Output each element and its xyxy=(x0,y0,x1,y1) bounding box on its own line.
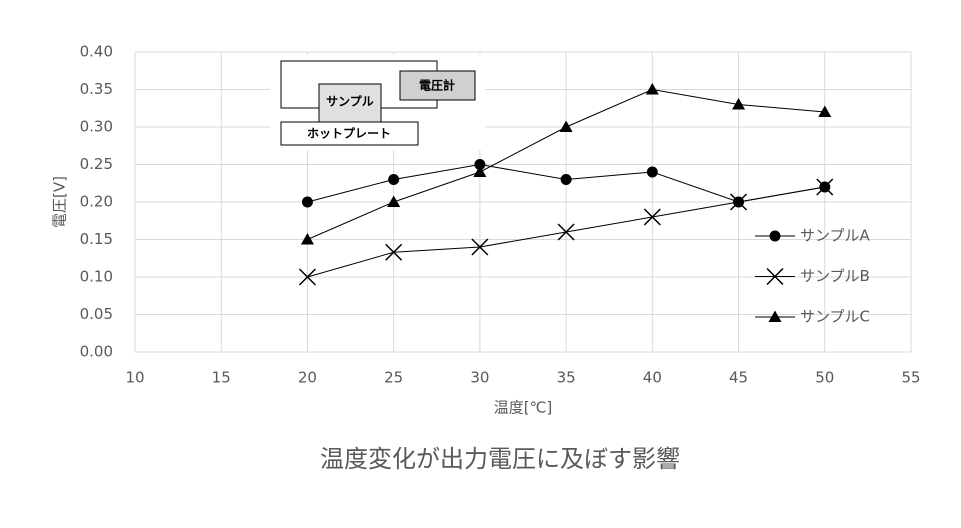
marker xyxy=(769,230,781,242)
legend-label: サンプルB xyxy=(800,267,870,285)
y-tick-label: 0.25 xyxy=(80,155,113,173)
hotplate-box xyxy=(280,121,419,146)
marker xyxy=(557,223,575,241)
x-tick-label: 50 xyxy=(815,369,834,387)
x-tick-label: 30 xyxy=(470,369,489,387)
legend-label: サンプルC xyxy=(800,308,870,326)
marker xyxy=(474,159,486,170)
x-axis-label: 温度[℃] xyxy=(494,399,553,417)
marker xyxy=(471,238,489,256)
chart-title: 温度変化が出力電圧に及ぼす影響 xyxy=(320,445,680,473)
marker xyxy=(818,105,832,117)
x-tick-label: 35 xyxy=(557,369,576,387)
inset-label: ホットプレート xyxy=(307,126,391,141)
marker xyxy=(730,193,748,211)
marker xyxy=(385,243,403,261)
marker xyxy=(301,196,313,208)
x-tick-label: 55 xyxy=(901,369,920,387)
marker xyxy=(645,83,659,95)
marker xyxy=(559,120,573,132)
marker xyxy=(473,165,487,177)
marker xyxy=(560,174,572,185)
grid xyxy=(134,51,912,353)
x-tick-label: 25 xyxy=(384,369,403,387)
marker xyxy=(646,166,658,178)
marker xyxy=(766,267,784,286)
marker xyxy=(300,233,314,245)
y-tick-label: 0.10 xyxy=(80,268,113,286)
marker xyxy=(732,98,746,110)
marker xyxy=(768,310,782,322)
x-tick-label: 10 xyxy=(125,369,144,387)
x-tick-label: 20 xyxy=(298,369,317,387)
y-tick-label: 0.20 xyxy=(80,193,113,211)
x-tick-label: 15 xyxy=(212,369,231,387)
y-tick-label: 0.30 xyxy=(80,118,113,136)
marker xyxy=(387,195,401,207)
inset-diagram: サンプル 電圧計 ホットプレート xyxy=(270,55,485,150)
x-tick-label: 45 xyxy=(729,369,748,387)
marker xyxy=(816,178,834,196)
marker xyxy=(643,208,661,226)
x-tick-label: 40 xyxy=(643,369,662,387)
y-tick-label: 0.40 xyxy=(80,43,113,61)
voltmeter-box xyxy=(399,70,476,101)
y-tick-label: 0.05 xyxy=(80,305,113,323)
marker xyxy=(298,268,316,286)
inset-label: 電圧計 xyxy=(419,78,455,93)
marker xyxy=(388,174,400,185)
inset-label: サンプル xyxy=(326,94,374,109)
legend-label: サンプルA xyxy=(800,227,871,245)
y-tick-label: 0.00 xyxy=(80,343,113,361)
y-tick-label: 0.15 xyxy=(80,230,113,248)
y-tick-label: 0.35 xyxy=(80,80,113,98)
y-axis-label: 電圧[V] xyxy=(51,176,69,228)
